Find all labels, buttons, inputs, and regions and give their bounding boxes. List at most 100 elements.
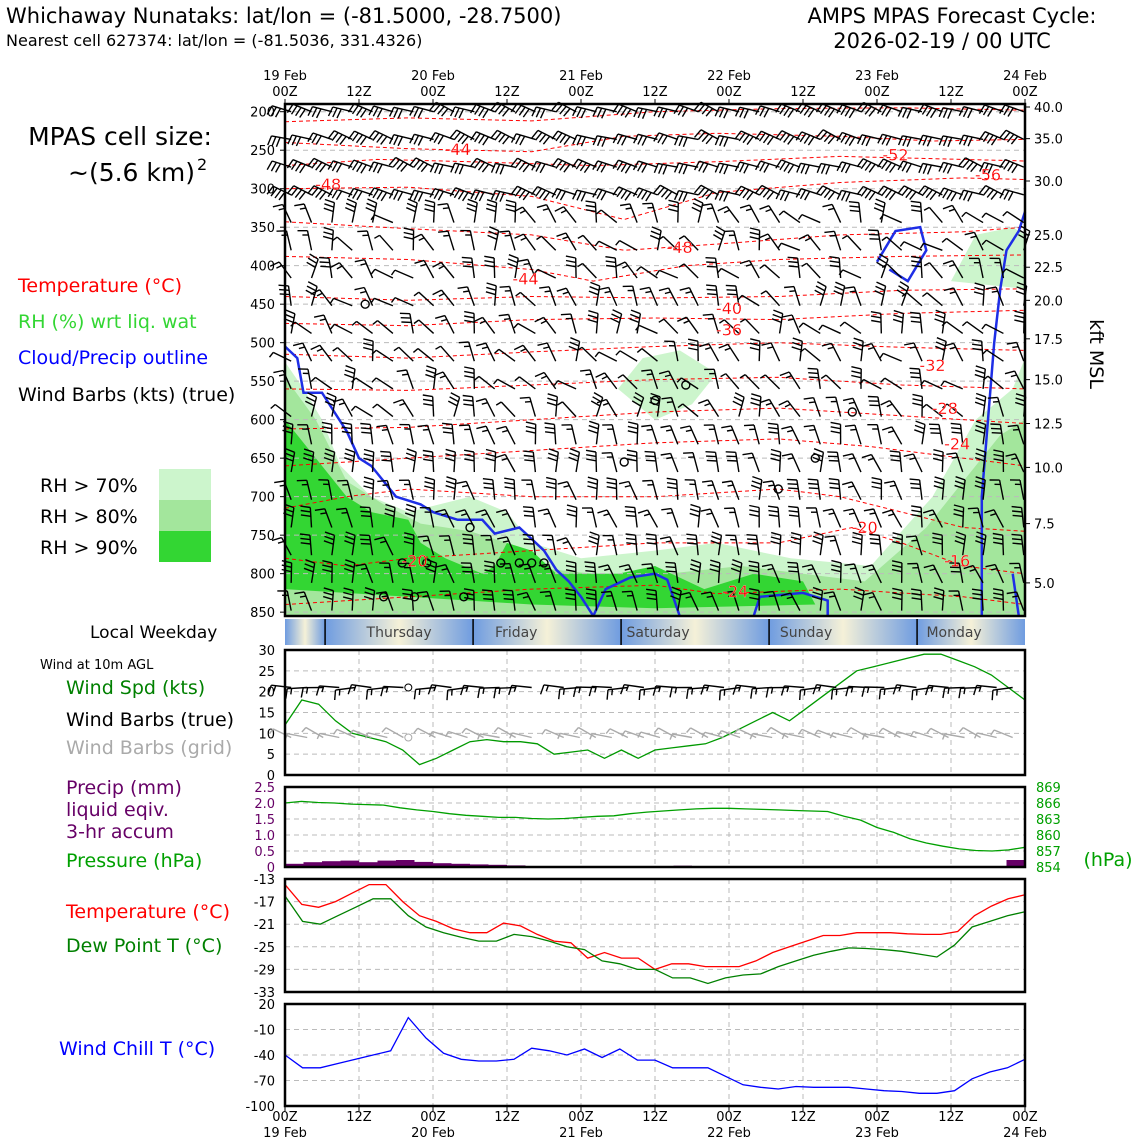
wind-barb-true xyxy=(892,684,898,695)
wind-barb xyxy=(606,477,617,481)
wind-barb xyxy=(539,108,546,119)
wind-barb xyxy=(589,420,600,426)
precip-bar xyxy=(340,860,359,867)
wind-barb xyxy=(686,533,697,536)
wind-barb xyxy=(732,559,743,564)
wind-barb xyxy=(842,453,853,457)
wind-barb xyxy=(852,398,862,417)
wind-barb xyxy=(336,265,343,270)
wind-barb xyxy=(319,261,330,264)
wind-barb xyxy=(422,539,429,542)
wind-barb xyxy=(946,321,964,335)
wind-barb-grid xyxy=(962,726,981,739)
wind-barb xyxy=(974,282,985,287)
wind-barb xyxy=(871,319,882,323)
wind-barb xyxy=(537,185,557,196)
wind-barb xyxy=(580,369,591,372)
wind-barb xyxy=(880,286,887,306)
wind-barb xyxy=(787,135,795,145)
wind-barb xyxy=(836,161,843,172)
calm-circle xyxy=(847,407,857,417)
wind-barb xyxy=(610,317,620,324)
wind-barb xyxy=(395,156,414,168)
wind-barb xyxy=(1005,158,1025,168)
wind-barb xyxy=(751,393,762,398)
wind-barb xyxy=(450,162,456,173)
wind-barb xyxy=(393,398,403,404)
wind-barb xyxy=(842,481,853,486)
wind-barb xyxy=(374,234,380,239)
wind-barb xyxy=(616,105,624,115)
wind-barb xyxy=(861,342,872,348)
wind-barb xyxy=(388,134,395,145)
wind-barb xyxy=(663,318,679,334)
wind-barb xyxy=(310,344,321,351)
wind-barb xyxy=(974,286,985,291)
wind-barb xyxy=(886,263,903,279)
wind-barb xyxy=(473,590,476,611)
wind-barb-grid xyxy=(557,733,561,740)
pressure-tick-label: 250 xyxy=(250,144,275,159)
wind-barb xyxy=(903,453,914,457)
wind-barb xyxy=(464,458,475,462)
wind-barb-grid xyxy=(752,733,773,739)
wind-barb xyxy=(861,453,872,459)
wind-barb xyxy=(454,106,475,113)
wind-barb xyxy=(770,536,781,541)
wind-barb xyxy=(522,533,533,537)
wind-barb xyxy=(882,133,902,141)
wind-barb xyxy=(739,106,760,113)
cross-section-panel: -44-48-52-56-48-44-40-36-32-28-24-20-20-… xyxy=(250,69,1063,621)
wind-barb xyxy=(799,535,802,556)
wind-barb xyxy=(753,424,760,445)
wind-barb xyxy=(485,457,496,462)
wind-barb xyxy=(933,596,944,601)
wind-barb xyxy=(359,534,370,537)
wind-barb xyxy=(665,566,676,569)
wind-barb xyxy=(844,321,862,335)
wind-barb xyxy=(397,191,404,202)
wind-barb xyxy=(493,285,497,306)
wind-barb xyxy=(614,258,618,279)
wind-barb xyxy=(787,457,794,460)
wind-barb xyxy=(462,265,473,268)
wind-barb xyxy=(478,191,485,202)
legend-rh70-swatch xyxy=(159,469,211,500)
wind-barb xyxy=(344,540,355,545)
wind-barb-true xyxy=(543,684,564,689)
wind-barb xyxy=(313,185,333,196)
wind-barb xyxy=(384,508,395,513)
wind-barb xyxy=(344,563,355,569)
wind-barb xyxy=(269,261,280,267)
wind-barb xyxy=(658,318,665,323)
wind-barb xyxy=(1003,106,1010,116)
wind-barb xyxy=(543,346,550,350)
wind-barb xyxy=(761,342,772,346)
wind-barb xyxy=(909,478,920,481)
wind-barb xyxy=(478,107,485,117)
wind-barb xyxy=(290,187,299,197)
wind-barb-grid xyxy=(658,727,677,739)
wind-barb xyxy=(453,131,462,141)
wind-barb xyxy=(905,189,913,199)
wind-barb-grid xyxy=(448,730,468,739)
wind-barb xyxy=(748,260,760,279)
wind-barb xyxy=(478,134,485,144)
wind-barb xyxy=(706,459,717,462)
wind-barb xyxy=(909,457,916,461)
wind-barb xyxy=(778,400,789,406)
wind-barb xyxy=(717,205,728,212)
wind-barb xyxy=(331,452,336,473)
wind-barb xyxy=(517,258,528,262)
wind-barb xyxy=(486,199,497,204)
bottom-time-label: 12Z xyxy=(642,1110,668,1125)
wind-barb xyxy=(546,342,557,362)
wind-barb xyxy=(688,592,699,611)
wind-barb xyxy=(928,262,943,279)
wind-barb xyxy=(341,422,352,425)
wind-barb-true xyxy=(912,686,933,691)
wind-barb xyxy=(903,342,915,346)
wind-barb xyxy=(800,163,806,174)
wind-barb xyxy=(632,286,638,306)
wind-barb xyxy=(504,234,511,237)
